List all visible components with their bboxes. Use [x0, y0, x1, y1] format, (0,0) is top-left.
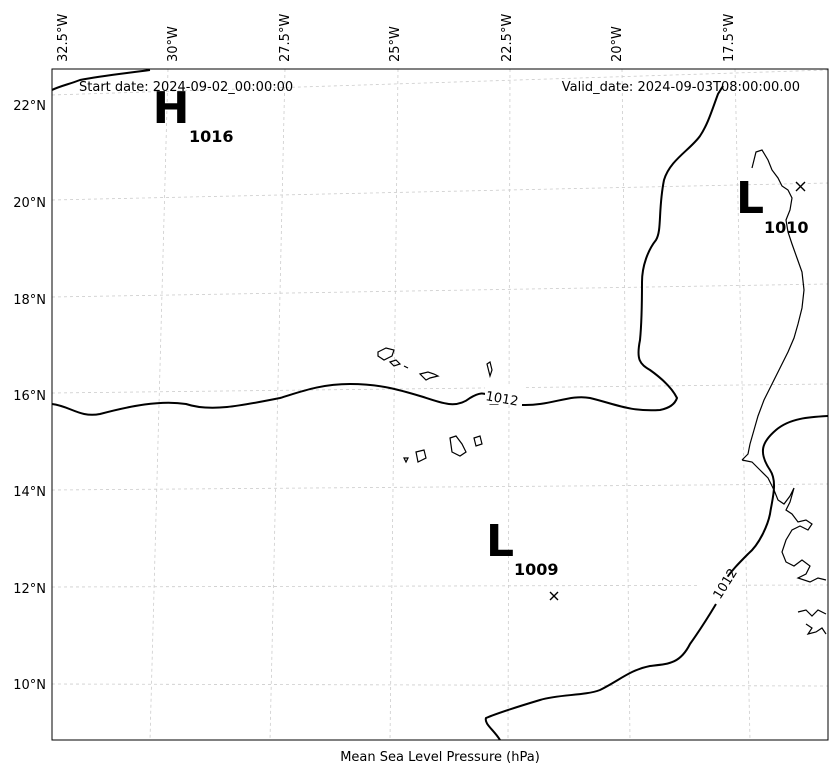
- isobar-east: [723, 415, 829, 583]
- island-maio: [473, 435, 483, 447]
- lon-label: 27.5°W: [278, 14, 293, 62]
- pressure-centers: H 1016 L 1010 L 1009: [153, 83, 809, 579]
- high-center-value: 1016: [189, 127, 234, 146]
- lon-label: 30°W: [166, 26, 181, 62]
- lon-label: 32.5°W: [56, 14, 71, 62]
- island-santa-luzia: [403, 365, 409, 369]
- lat-label: 12°N: [13, 582, 46, 597]
- low-center-letter: L: [736, 173, 764, 224]
- island-sao-nicolau: [418, 371, 440, 381]
- contour-label: 1012: [484, 389, 519, 410]
- island-santo-antao: [377, 347, 395, 361]
- island-brava: [403, 457, 409, 464]
- contour-labels: 1012 1012: [484, 386, 742, 606]
- graticule: [51, 68, 829, 741]
- africa-coast-south: [741, 459, 827, 583]
- lat-label: 10°N: [13, 678, 46, 693]
- lon-label: 25°W: [388, 26, 403, 62]
- guinea-coast: [797, 609, 827, 635]
- coastlines: [377, 149, 827, 635]
- plot-frame: [51, 68, 829, 741]
- map-caption: Mean Sea Level Pressure (hPa): [340, 750, 540, 765]
- island-sao-vicente: [388, 359, 402, 367]
- latitude-labels: 22°N 20°N 18°N 16°N 14°N 12°N 10°N: [13, 99, 46, 693]
- island-fogo: [415, 449, 427, 463]
- lon-label: 20°W: [610, 26, 625, 62]
- valid-date-label: Valid_date: 2024-09-03T08:00:00.00: [562, 80, 800, 95]
- low-center-letter: L: [486, 516, 514, 567]
- low-center-value: 1010: [764, 218, 809, 237]
- lat-label: 16°N: [13, 389, 46, 404]
- lat-label: 22°N: [13, 99, 46, 114]
- lat-label: 18°N: [13, 293, 46, 308]
- africa-coast-north: [741, 149, 805, 461]
- island-santiago: [449, 435, 467, 457]
- center-markers: [549, 181, 806, 601]
- low-marker-south: [549, 591, 559, 601]
- lon-label: 22.5°W: [500, 14, 515, 62]
- island-sal: [486, 361, 493, 379]
- lat-label: 20°N: [13, 196, 46, 211]
- isobar-nw: [51, 69, 151, 91]
- low-marker-east: [795, 181, 806, 192]
- lat-label: 14°N: [13, 485, 46, 500]
- lon-label: 17.5°W: [722, 14, 737, 62]
- isobars: [51, 69, 829, 741]
- start-date-label: Start date: 2024-09-02_00:00:00: [79, 80, 293, 95]
- low-center-value: 1009: [514, 560, 559, 579]
- isobar-north-b: [521, 85, 724, 412]
- longitude-labels: 32.5°W 30°W 27.5°W 25°W 22.5°W 20°W 17.5…: [56, 14, 737, 62]
- isobar-north: [51, 382, 489, 416]
- high-center-letter: H: [153, 83, 190, 134]
- isobar-south: [484, 603, 717, 741]
